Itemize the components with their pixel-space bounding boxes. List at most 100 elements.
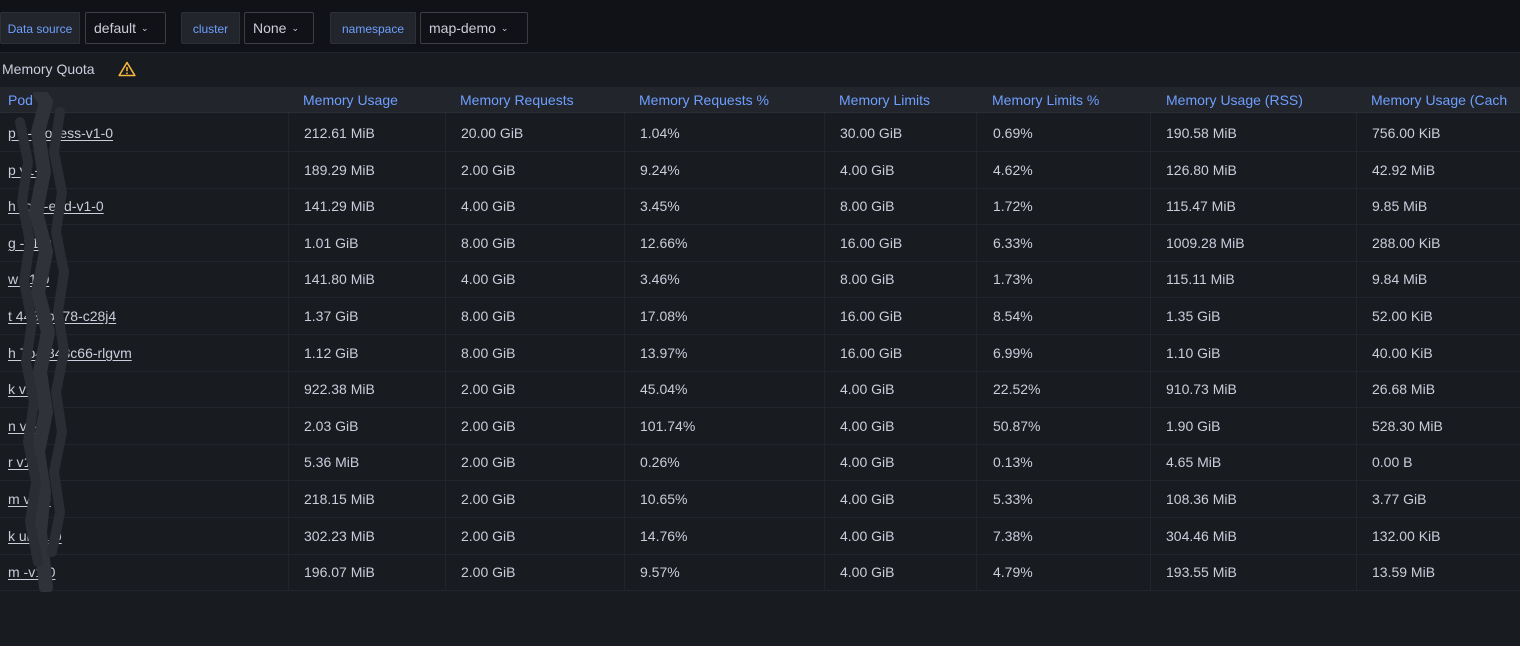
cluster-label: cluster xyxy=(181,12,240,44)
memory-usage-cache-cell: 0.00 B xyxy=(1372,454,1413,470)
table-row: m v1-0 218.15 MiB 2.00 GiB 10.65% 4.00 G… xyxy=(0,481,1520,518)
redaction-scribble xyxy=(15,92,70,592)
memory-requests-cell: 2.00 GiB xyxy=(461,454,516,470)
table-row: r v1-0 5.36 MiB 2.00 GiB 0.26% 4.00 GiB … xyxy=(0,444,1520,481)
column-header-pod[interactable]: Pod xyxy=(8,92,33,108)
memory-limits-pct-cell: 6.99% xyxy=(993,345,1033,361)
memory-limits-cell: 16.00 GiB xyxy=(840,345,903,361)
table-row: h ront-end-v1-0 141.29 MiB 4.00 GiB 3.45… xyxy=(0,188,1520,225)
table-row: t 448db878-c28j4 1.37 GiB 8.00 GiB 17.08… xyxy=(0,298,1520,335)
column-header-memory-usage[interactable]: Memory Usage xyxy=(303,92,398,108)
column-divider xyxy=(1150,113,1151,590)
memory-usage-rss-cell: 115.47 MiB xyxy=(1166,198,1236,214)
memory-usage-cell: 2.03 GiB xyxy=(304,418,359,434)
table-row: h 7b4f848c66-rlgvm 1.12 GiB 8.00 GiB 13.… xyxy=(0,335,1520,372)
memory-limits-pct-cell: 22.52% xyxy=(993,381,1041,397)
column-divider xyxy=(288,113,289,590)
column-divider xyxy=(976,113,977,590)
memory-limits-cell: 8.00 GiB xyxy=(840,271,895,287)
memory-limits-cell: 16.00 GiB xyxy=(840,235,903,251)
memory-limits-cell: 4.00 GiB xyxy=(840,564,895,580)
memory-usage-cell: 141.29 MiB xyxy=(304,198,375,214)
table-row: g -v1-0 1.01 GiB 8.00 GiB 12.66% 16.00 G… xyxy=(0,225,1520,262)
column-divider xyxy=(445,113,446,590)
memory-usage-cell: 302.23 MiB xyxy=(304,528,375,544)
memory-usage-rss-cell: 108.36 MiB xyxy=(1166,491,1237,507)
memory-limits-pct-cell: 1.73% xyxy=(993,271,1033,287)
table-row: p v1-0 189.29 MiB 2.00 GiB 9.24% 4.00 Gi… xyxy=(0,152,1520,189)
memory-limits-cell: 4.00 GiB xyxy=(840,162,895,178)
datasource-value: default xyxy=(94,20,137,36)
memory-limits-pct-cell: 7.38% xyxy=(993,528,1033,544)
variable-bar: Data source default ⌄ cluster None ⌄ names… xyxy=(0,0,1520,53)
memory-usage-cache-cell: 9.85 MiB xyxy=(1372,198,1428,214)
memory-limits-pct-cell: 6.33% xyxy=(993,235,1033,251)
memory-requests-pct-cell: 9.57% xyxy=(640,564,680,580)
memory-requests-cell: 8.00 GiB xyxy=(461,345,516,361)
memory-usage-rss-cell: 4.65 MiB xyxy=(1166,454,1222,470)
memory-usage-cache-cell: 52.00 KiB xyxy=(1372,308,1433,324)
memory-usage-cache-cell: 13.59 MiB xyxy=(1372,564,1436,580)
namespace-label: namespace xyxy=(330,12,416,44)
column-header-memory-usage-cache[interactable]: Memory Usage (Cach xyxy=(1371,92,1508,108)
memory-usage-cache-cell: 756.00 KiB xyxy=(1372,125,1441,141)
column-header-memory-limits[interactable]: Memory Limits xyxy=(839,92,931,108)
chevron-down-icon: ⌄ xyxy=(291,23,300,33)
table-header: Pod Memory Usage Memory Requests Memory … xyxy=(0,87,1520,113)
column-header-memory-usage-rss[interactable]: Memory Usage (RSS) xyxy=(1166,92,1303,108)
memory-usage-rss-cell: 1.10 GiB xyxy=(1166,345,1221,361)
namespace-select[interactable]: map-demo ⌄ xyxy=(420,12,528,44)
memory-usage-cell: 922.38 MiB xyxy=(304,381,375,397)
datasource-select[interactable]: default ⌄ xyxy=(85,12,166,44)
memory-usage-cell: 1.12 GiB xyxy=(304,345,359,361)
memory-limits-cell: 16.00 GiB xyxy=(840,308,903,324)
memory-limits-pct-cell: 0.13% xyxy=(993,454,1033,470)
memory-limits-pct-cell: 4.79% xyxy=(993,564,1033,580)
memory-usage-rss-cell: 193.55 MiB xyxy=(1166,564,1237,580)
table-row: k ui-v1-0 302.23 MiB 2.00 GiB 14.76% 4.0… xyxy=(0,518,1520,555)
memory-requests-pct-cell: 10.65% xyxy=(640,491,688,507)
memory-limits-pct-cell: 50.87% xyxy=(993,418,1041,434)
memory-usage-cell: 1.37 GiB xyxy=(304,308,359,324)
table-row: n v1-0 2.03 GiB 2.00 GiB 101.74% 4.00 Gi… xyxy=(0,408,1520,445)
memory-limits-pct-cell: 0.69% xyxy=(993,125,1033,141)
memory-limits-pct-cell: 8.54% xyxy=(993,308,1033,324)
memory-usage-cache-cell: 3.77 GiB xyxy=(1372,491,1427,507)
memory-usage-cache-cell: 9.84 MiB xyxy=(1372,271,1428,287)
table-row: w v1-0 141.80 MiB 4.00 GiB 3.46% 8.00 Gi… xyxy=(0,261,1520,298)
memory-requests-cell: 2.00 GiB xyxy=(461,491,516,507)
memory-requests-cell: 20.00 GiB xyxy=(461,125,524,141)
panel-title[interactable]: Memory Quota xyxy=(2,61,95,77)
memory-requests-cell: 2.00 GiB xyxy=(461,564,516,580)
memory-usage-cache-cell: 132.00 KiB xyxy=(1372,528,1441,544)
chevron-down-icon: ⌄ xyxy=(141,23,149,33)
memory-usage-rss-cell: 126.80 MiB xyxy=(1166,162,1237,178)
memory-requests-cell: 4.00 GiB xyxy=(461,271,516,287)
memory-usage-rss-cell: 304.46 MiB xyxy=(1166,528,1237,544)
column-header-memory-limits-pct[interactable]: Memory Limits % xyxy=(992,92,1100,108)
memory-requests-pct-cell: 45.04% xyxy=(640,381,688,397)
memory-limits-cell: 4.00 GiB xyxy=(840,528,895,544)
memory-limits-cell: 8.00 GiB xyxy=(840,198,895,214)
memory-requests-cell: 2.00 GiB xyxy=(461,528,516,544)
memory-requests-cell: 2.00 GiB xyxy=(461,418,516,434)
memory-usage-cell: 189.29 MiB xyxy=(304,162,375,178)
warning-triangle-icon[interactable] xyxy=(118,61,136,77)
memory-requests-pct-cell: 1.04% xyxy=(640,125,680,141)
column-divider xyxy=(624,113,625,590)
memory-requests-cell: 8.00 GiB xyxy=(461,308,516,324)
memory-requests-cell: 4.00 GiB xyxy=(461,198,516,214)
memory-usage-rss-cell: 190.58 MiB xyxy=(1166,125,1237,141)
cluster-value: None xyxy=(253,20,287,36)
memory-limits-pct-cell: 4.62% xyxy=(993,162,1033,178)
column-header-memory-requests-pct[interactable]: Memory Requests % xyxy=(639,92,769,108)
cluster-select[interactable]: None ⌄ xyxy=(244,12,314,44)
memory-requests-pct-cell: 3.46% xyxy=(640,271,680,287)
memory-usage-cache-cell: 288.00 KiB xyxy=(1372,235,1441,251)
memory-usage-cell: 5.36 MiB xyxy=(304,454,360,470)
memory-usage-rss-cell: 1009.28 MiB xyxy=(1166,235,1245,251)
memory-usage-rss-cell: 910.73 MiB xyxy=(1166,381,1237,397)
column-header-memory-requests[interactable]: Memory Requests xyxy=(460,92,574,108)
memory-requests-cell: 8.00 GiB xyxy=(461,235,516,251)
table-row: m -v1-0 196.07 MiB 2.00 GiB 9.57% 4.00 G… xyxy=(0,554,1520,591)
